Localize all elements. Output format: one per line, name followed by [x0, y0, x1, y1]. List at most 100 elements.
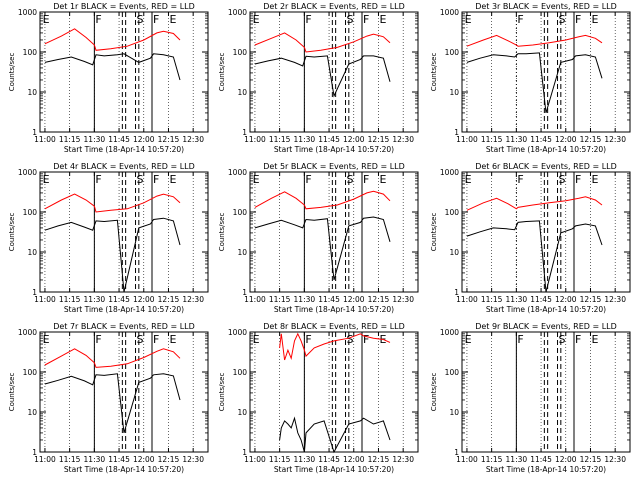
- event-marker-label: E: [465, 333, 472, 346]
- x-axis-label: Start Time (18-Apr-14 10:57:20): [274, 145, 394, 154]
- plot-frame: [39, 331, 209, 453]
- event-marker-label: F: [363, 173, 369, 186]
- event-marker-label: E: [591, 13, 598, 26]
- x-tick-label: 12:15: [580, 135, 602, 144]
- x-tick-label: 11:00: [456, 295, 478, 304]
- y-tick-label: 1: [242, 288, 247, 297]
- x-tick-label: 12:00: [133, 295, 155, 304]
- series-line-lld: [466, 196, 603, 211]
- x-axis-label: Start Time (18-Apr-14 10:57:20): [64, 305, 184, 314]
- series-line-lld: [466, 34, 603, 47]
- event-marker-label: E: [591, 173, 598, 186]
- plot-frame: [249, 331, 419, 453]
- x-axis-label: Start Time (18-Apr-14 10:57:20): [64, 145, 184, 154]
- x-tick-label: 11:00: [34, 455, 56, 464]
- y-tick-label: 1: [242, 128, 247, 137]
- x-axis-label: Start Time (18-Apr-14 10:57:20): [486, 145, 606, 154]
- event-marker-label: S: [137, 333, 144, 346]
- y-tick-label: 100: [233, 208, 248, 217]
- event-marker-label: E: [169, 13, 176, 26]
- x-tick-label: 11:00: [244, 455, 266, 464]
- x-tick-label: 12:00: [343, 455, 365, 464]
- x-tick-label: 11:45: [108, 455, 130, 464]
- x-tick-label: 11:45: [318, 455, 340, 464]
- event-marker-label: F: [363, 333, 369, 346]
- panel-title: Det 4r BLACK = Events, RED = LLD: [53, 162, 195, 171]
- event-marker-label: F: [153, 13, 159, 26]
- y-axis-label: Counts/sec: [430, 373, 438, 412]
- x-tick-label: 11:30: [294, 295, 316, 304]
- x-tick-label: 11:00: [34, 135, 56, 144]
- x-tick-label: 11:30: [506, 295, 528, 304]
- y-tick-label: 1000: [18, 8, 37, 17]
- x-tick-label: 12:30: [604, 135, 626, 144]
- x-tick-label: 11:45: [530, 455, 552, 464]
- x-tick-label: 11:30: [506, 135, 528, 144]
- series-line-events: [44, 53, 181, 81]
- event-marker-label: E: [169, 173, 176, 186]
- x-tick-label: 12:30: [182, 135, 204, 144]
- event-marker-label: S: [559, 333, 566, 346]
- event-marker-label: E: [379, 173, 386, 186]
- plot-frame: [461, 171, 631, 293]
- event-marker-label: E: [379, 13, 386, 26]
- y-tick-label: 10: [449, 88, 459, 97]
- y-tick-label: 100: [445, 48, 460, 57]
- y-tick-label: 100: [233, 48, 248, 57]
- event-marker-label: F: [95, 13, 101, 26]
- x-tick-label: 11:15: [269, 455, 291, 464]
- x-tick-label: 12:00: [555, 135, 577, 144]
- event-marker-label: E: [43, 173, 50, 186]
- x-tick-label: 11:15: [481, 135, 503, 144]
- x-axis-label: Start Time (18-Apr-14 10:57:20): [486, 305, 606, 314]
- panel-title: Det 1r BLACK = Events, RED = LLD: [53, 2, 195, 11]
- y-tick-label: 100: [445, 208, 460, 217]
- x-tick-label: 11:45: [108, 295, 130, 304]
- event-marker-label: F: [575, 173, 581, 186]
- series-line-events: [466, 220, 603, 293]
- x-tick-label: 12:15: [158, 295, 180, 304]
- event-marker-label: F: [575, 13, 581, 26]
- y-tick-label: 1: [454, 288, 459, 297]
- event-marker-label: F: [153, 333, 159, 346]
- y-tick-label: 10: [237, 408, 247, 417]
- x-tick-label: 11:30: [294, 455, 316, 464]
- y-tick-label: 100: [23, 208, 38, 217]
- y-tick-label: 100: [233, 368, 248, 377]
- x-tick-label: 11:15: [59, 455, 81, 464]
- x-tick-label: 12:15: [368, 455, 390, 464]
- y-tick-label: 10: [27, 88, 37, 97]
- series-line-events: [254, 55, 391, 98]
- panel-title: Det 6r BLACK = Events, RED = LLD: [475, 162, 617, 171]
- x-axis-label: Start Time (18-Apr-14 10:57:20): [64, 465, 184, 474]
- x-tick-label: 12:00: [555, 455, 577, 464]
- y-axis-label: Counts/sec: [8, 373, 16, 412]
- y-axis-label: Counts/sec: [430, 213, 438, 252]
- event-marker-label: S: [347, 13, 354, 26]
- x-tick-label: 12:00: [343, 295, 365, 304]
- series-line-lld: [44, 28, 181, 51]
- x-tick-label: 11:45: [108, 135, 130, 144]
- x-tick-label: 12:15: [158, 135, 180, 144]
- y-tick-label: 1000: [228, 168, 247, 177]
- y-tick-label: 1: [454, 448, 459, 457]
- event-marker-label: F: [95, 333, 101, 346]
- panel-title: Det 7r BLACK = Events, RED = LLD: [53, 322, 195, 331]
- detector-panel-1: Det 1r BLACK = Events, RED = LLD 11:00 11:…: [8, 2, 209, 154]
- y-tick-label: 100: [445, 368, 460, 377]
- series-line-lld: [254, 190, 391, 210]
- plot-frame: [249, 171, 419, 293]
- y-tick-label: 1: [32, 448, 37, 457]
- event-marker-label: S: [137, 13, 144, 26]
- y-tick-label: 10: [27, 248, 37, 257]
- x-tick-label: 11:15: [269, 295, 291, 304]
- x-tick-label: 11:30: [84, 455, 106, 464]
- series-line-lld: [44, 348, 181, 368]
- series-line-events: [44, 373, 181, 434]
